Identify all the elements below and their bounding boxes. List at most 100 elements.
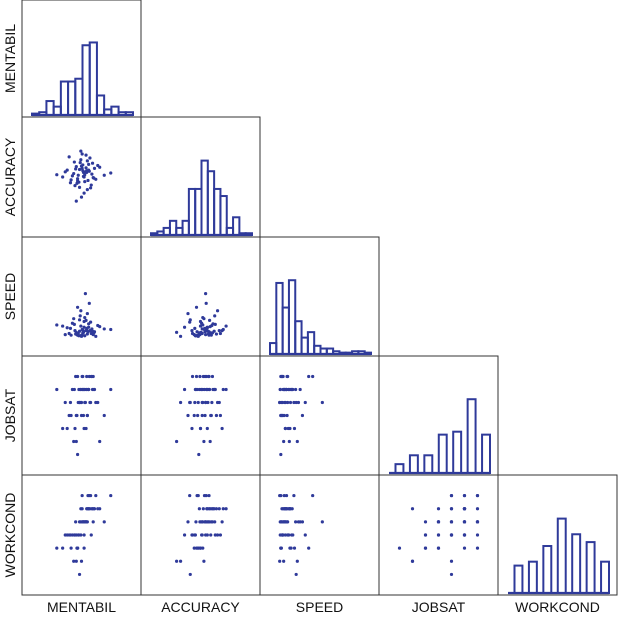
scatter-point-mentabil-accuracy-16 xyxy=(55,173,59,177)
scatter-point-mentabil-speed-32 xyxy=(98,325,102,329)
histogram-bar-mentabil-13 xyxy=(124,111,134,116)
scatter-point-speed-workcond-31 xyxy=(279,546,283,550)
scatter-point-jobsat-workcond-22 xyxy=(397,546,402,550)
scatter-point-mentabil-accuracy-47 xyxy=(74,199,78,203)
scatter-point-jobsat-workcond-59 xyxy=(436,520,441,524)
panel-frame-speed-jobsat xyxy=(259,355,380,476)
x-axis-label-mentabil: MENTABIL xyxy=(47,599,116,615)
scatter-point-speed-workcond-57 xyxy=(294,572,298,577)
scatter-point-accuracy-speed-32 xyxy=(208,325,212,329)
scatter-point-accuracy-speed-56 xyxy=(197,331,201,335)
scatter-point-jobsat-workcond-16 xyxy=(462,546,467,550)
scatter-point-mentabil-speed-50 xyxy=(72,322,76,326)
scatter-point-accuracy-workcond-9 xyxy=(188,493,192,498)
scatter-point-mentabil-jobsat-37 xyxy=(85,413,89,418)
scatter-point-mentabil-jobsat-58 xyxy=(80,374,84,379)
scatter-point-speed-jobsat-54 xyxy=(279,400,283,405)
histogram-bar-workcond-2 xyxy=(542,545,553,594)
scatter-point-accuracy-speed-24 xyxy=(218,331,223,336)
scatter-point-accuracy-speed-47 xyxy=(175,330,179,334)
x-axis-label-accuracy: ACCURACY xyxy=(161,599,240,615)
scatter-point-accuracy-speed-45 xyxy=(190,331,195,336)
scatter-point-accuracy-jobsat-51 xyxy=(203,413,207,418)
scatter-point-accuracy-speed-54 xyxy=(204,333,208,337)
scatter-point-mentabil-speed-49 xyxy=(94,334,98,338)
scatter-point-speed-jobsat-48 xyxy=(284,387,288,392)
scatter-point-accuracy-jobsat-37 xyxy=(186,413,190,418)
scatter-point-mentabil-speed-27 xyxy=(78,314,82,318)
scatter-point-accuracy-jobsat-32 xyxy=(208,439,212,444)
scatter-point-jobsat-workcond-32 xyxy=(410,507,415,511)
scatter-point-accuracy-jobsat-14 xyxy=(182,387,187,392)
scatter-point-mentabil-speed-42 xyxy=(68,326,73,330)
scatter-point-accuracy-speed-49 xyxy=(196,334,200,338)
scatter-point-accuracy-speed-14 xyxy=(182,325,187,329)
panel-frame-speed-workcond xyxy=(259,474,380,596)
scatter-point-mentabil-accuracy-38 xyxy=(109,171,113,175)
scatter-point-mentabil-workcond-54 xyxy=(63,533,67,537)
scatter-point-mentabil-speed-14 xyxy=(82,325,86,329)
scatter-point-speed-jobsat-12 xyxy=(295,439,299,444)
scatter-point-accuracy-jobsat-11 xyxy=(221,387,225,392)
histogram-bar-workcond-1 xyxy=(527,560,538,595)
histogram-bar-mentabil-11 xyxy=(110,105,120,116)
scatter-point-speed-jobsat-51 xyxy=(282,413,286,418)
scatter-point-speed-jobsat-30 xyxy=(320,400,324,405)
scatter-point-mentabil-jobsat-51 xyxy=(81,413,86,418)
scatter-point-speed-jobsat-58 xyxy=(279,374,283,379)
scatter-point-mentabil-speed-54 xyxy=(63,333,67,337)
histogram-bar-mentabil-3 xyxy=(52,105,62,116)
y-axis-label-speed: SPEED xyxy=(2,273,18,320)
scatter-point-mentabil-accuracy-11 xyxy=(80,152,84,156)
scatter-point-jobsat-workcond-31 xyxy=(436,546,441,550)
histogram-bar-accuracy-13 xyxy=(232,216,241,237)
panel-frame-mentabil-accuracy xyxy=(21,116,142,238)
scatter-point-accuracy-speed-42 xyxy=(193,326,197,330)
panel-frame-workcond-workcond xyxy=(497,474,618,596)
scatter-point-accuracy-speed-44 xyxy=(224,324,228,328)
scatter-point-mentabil-accuracy-22 xyxy=(76,177,80,181)
scatter-point-mentabil-accuracy-29 xyxy=(86,178,90,183)
scatter-point-mentabil-workcond-51 xyxy=(81,520,86,524)
histogram-bar-mentabil-10 xyxy=(103,108,113,116)
scatter-point-mentabil-jobsat-19 xyxy=(73,426,77,431)
scatter-point-mentabil-jobsat-35 xyxy=(88,400,92,405)
scatter-point-accuracy-jobsat-36 xyxy=(193,387,197,392)
scatter-point-mentabil-jobsat-53 xyxy=(87,387,91,392)
scatter-point-mentabil-workcond-42 xyxy=(68,533,73,537)
scatter-point-jobsat-workcond-47 xyxy=(410,559,415,563)
scatter-point-mentabil-workcond-59 xyxy=(102,520,106,524)
scatter-point-speed-workcond-19 xyxy=(283,533,287,537)
scatter-point-accuracy-jobsat-56 xyxy=(197,387,201,392)
scatter-point-mentabil-workcond-53 xyxy=(87,507,91,511)
scatter-point-jobsat-workcond-55 xyxy=(423,520,428,524)
scatter-point-speed-jobsat-59 xyxy=(285,413,289,418)
scatter-point-speed-jobsat-28 xyxy=(286,426,290,431)
scatter-point-accuracy-speed-53 xyxy=(205,325,209,329)
histogram-bar-jobsat-1 xyxy=(408,454,419,474)
scatter-point-accuracy-jobsat-42 xyxy=(193,400,197,405)
scatter-point-accuracy-jobsat-17 xyxy=(214,413,219,418)
scatter-point-mentabil-workcond-47 xyxy=(74,559,78,563)
histogram-bar-mentabil-1 xyxy=(38,111,48,116)
scatter-point-accuracy-workcond-50 xyxy=(213,533,217,537)
scatter-point-speed-workcond-59 xyxy=(285,520,289,524)
panel-frame-accuracy-speed xyxy=(140,236,261,357)
scatter-point-accuracy-workcond-6 xyxy=(215,533,220,537)
histogram-bar-jobsat-4 xyxy=(452,430,463,474)
scatter-point-mentabil-speed-56 xyxy=(92,331,96,335)
scatter-point-accuracy-workcond-52 xyxy=(194,546,199,550)
scatter-point-accuracy-speed-37 xyxy=(186,311,190,316)
scatter-point-speed-workcond-30 xyxy=(320,520,324,524)
scatter-point-mentabil-accuracy-26 xyxy=(79,195,84,199)
scatter-point-mentabil-accuracy-53 xyxy=(87,168,91,172)
scatter-point-accuracy-jobsat-18 xyxy=(204,374,208,379)
histogram-bar-workcond-5 xyxy=(585,541,596,594)
scatter-point-mentabil-accuracy-8 xyxy=(83,180,87,184)
scatter-point-mentabil-accuracy-3 xyxy=(69,178,73,182)
y-axis-label-workcond: WORKCOND xyxy=(2,493,18,578)
histogram-bar-jobsat-6 xyxy=(481,433,492,474)
scatter-point-speed-workcond-40 xyxy=(292,546,297,550)
scatter-point-mentabil-speed-8 xyxy=(83,334,87,338)
